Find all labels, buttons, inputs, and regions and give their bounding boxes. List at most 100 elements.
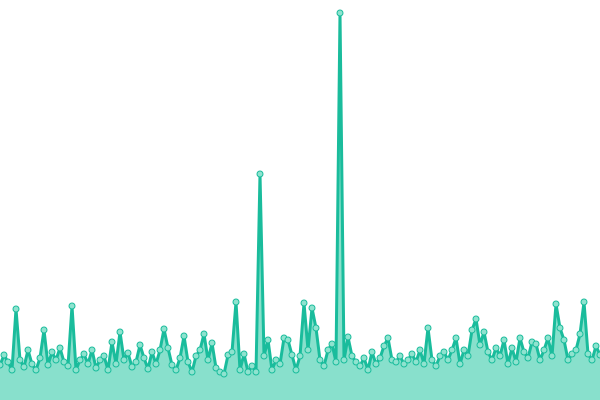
- data-point-89: [352, 358, 360, 366]
- data-point-104: [412, 358, 420, 366]
- data-point-96: [380, 342, 388, 350]
- data-point-101: [400, 360, 408, 368]
- data-point-102: [404, 356, 412, 364]
- data-point-148: [588, 356, 596, 364]
- data-point-78: [308, 304, 316, 312]
- data-point-88: [348, 352, 356, 360]
- data-point-38: [148, 348, 156, 356]
- data-point-92: [364, 366, 372, 374]
- data-point-69: [272, 356, 280, 364]
- data-point-131: [520, 348, 528, 356]
- data-point-23: [88, 346, 96, 354]
- data-point-21: [80, 350, 88, 358]
- data-point-59: [232, 298, 240, 306]
- data-point-68: [268, 366, 276, 374]
- data-point-18: [68, 302, 76, 310]
- data-point-74: [292, 366, 300, 374]
- data-point-50: [196, 346, 204, 354]
- data-point-127: [504, 360, 512, 368]
- data-point-15: [56, 344, 64, 352]
- data-point-150: [596, 351, 600, 359]
- data-point-109: [432, 362, 440, 370]
- data-point-81: [320, 362, 328, 370]
- data-point-46: [180, 332, 188, 340]
- data-point-80: [316, 356, 324, 364]
- data-point-132: [524, 354, 532, 362]
- data-point-130: [516, 334, 524, 342]
- data-point-2: [4, 358, 12, 366]
- data-point-66: [260, 352, 268, 360]
- data-point-3: [8, 366, 16, 374]
- data-point-75: [296, 352, 304, 360]
- data-point-28: [108, 338, 116, 346]
- data-point-63: [248, 362, 256, 370]
- data-point-94: [372, 360, 380, 368]
- data-point-125: [496, 352, 504, 360]
- data-point-53: [208, 339, 216, 347]
- data-point-56: [220, 370, 228, 378]
- data-point-100: [396, 352, 404, 360]
- data-point-85: [336, 9, 344, 17]
- data-point-106: [420, 360, 428, 368]
- data-point-128: [508, 344, 516, 352]
- data-point-114: [452, 334, 460, 342]
- data-point-99: [392, 358, 400, 366]
- data-point-11: [40, 326, 48, 334]
- data-point-42: [164, 344, 172, 352]
- data-point-12: [44, 361, 52, 369]
- data-point-4: [12, 305, 20, 313]
- data-point-30: [116, 328, 124, 336]
- data-point-139: [552, 300, 560, 308]
- data-point-24: [92, 364, 100, 372]
- data-point-123: [488, 356, 496, 364]
- data-point-14: [52, 356, 60, 364]
- data-point-72: [284, 336, 292, 344]
- data-point-111: [440, 348, 448, 356]
- data-point-61: [240, 350, 248, 358]
- data-point-143: [568, 350, 576, 358]
- data-point-146: [580, 298, 588, 306]
- data-point-27: [104, 366, 112, 374]
- data-point-135: [536, 356, 544, 364]
- data-point-124: [492, 344, 500, 352]
- data-point-84: [332, 358, 340, 366]
- data-point-64: [252, 368, 260, 376]
- data-point-93: [368, 348, 376, 356]
- data-point-77: [304, 346, 312, 354]
- data-point-83: [328, 340, 336, 348]
- data-point-76: [300, 299, 308, 307]
- data-point-47: [184, 358, 192, 366]
- data-point-107: [424, 324, 432, 332]
- data-point-1: [0, 351, 8, 359]
- data-point-147: [584, 350, 592, 358]
- data-point-5: [16, 356, 24, 364]
- data-point-54: [212, 364, 220, 372]
- data-point-6: [20, 363, 28, 371]
- data-point-8: [28, 360, 36, 368]
- data-point-70: [276, 360, 284, 368]
- data-point-9: [32, 366, 40, 374]
- data-point-19: [72, 366, 80, 374]
- data-point-7: [24, 346, 32, 354]
- data-point-49: [192, 352, 200, 360]
- data-point-60: [236, 366, 244, 374]
- data-point-67: [264, 336, 272, 344]
- data-point-65: [256, 170, 264, 178]
- data-point-48: [188, 368, 196, 376]
- data-point-105: [416, 346, 424, 354]
- data-point-29: [112, 360, 120, 368]
- data-point-122: [484, 348, 492, 356]
- data-point-16: [60, 358, 68, 366]
- data-point-120: [476, 341, 484, 349]
- data-point-116: [460, 346, 468, 354]
- data-point-121: [480, 328, 488, 336]
- data-point-35: [136, 341, 144, 349]
- data-point-112: [444, 356, 452, 364]
- data-point-73: [288, 351, 296, 359]
- data-point-118: [468, 326, 476, 334]
- data-point-140: [556, 324, 564, 332]
- data-point-138: [548, 352, 556, 360]
- data-point-58: [228, 348, 236, 356]
- data-point-10: [36, 354, 44, 362]
- data-point-134: [532, 340, 540, 348]
